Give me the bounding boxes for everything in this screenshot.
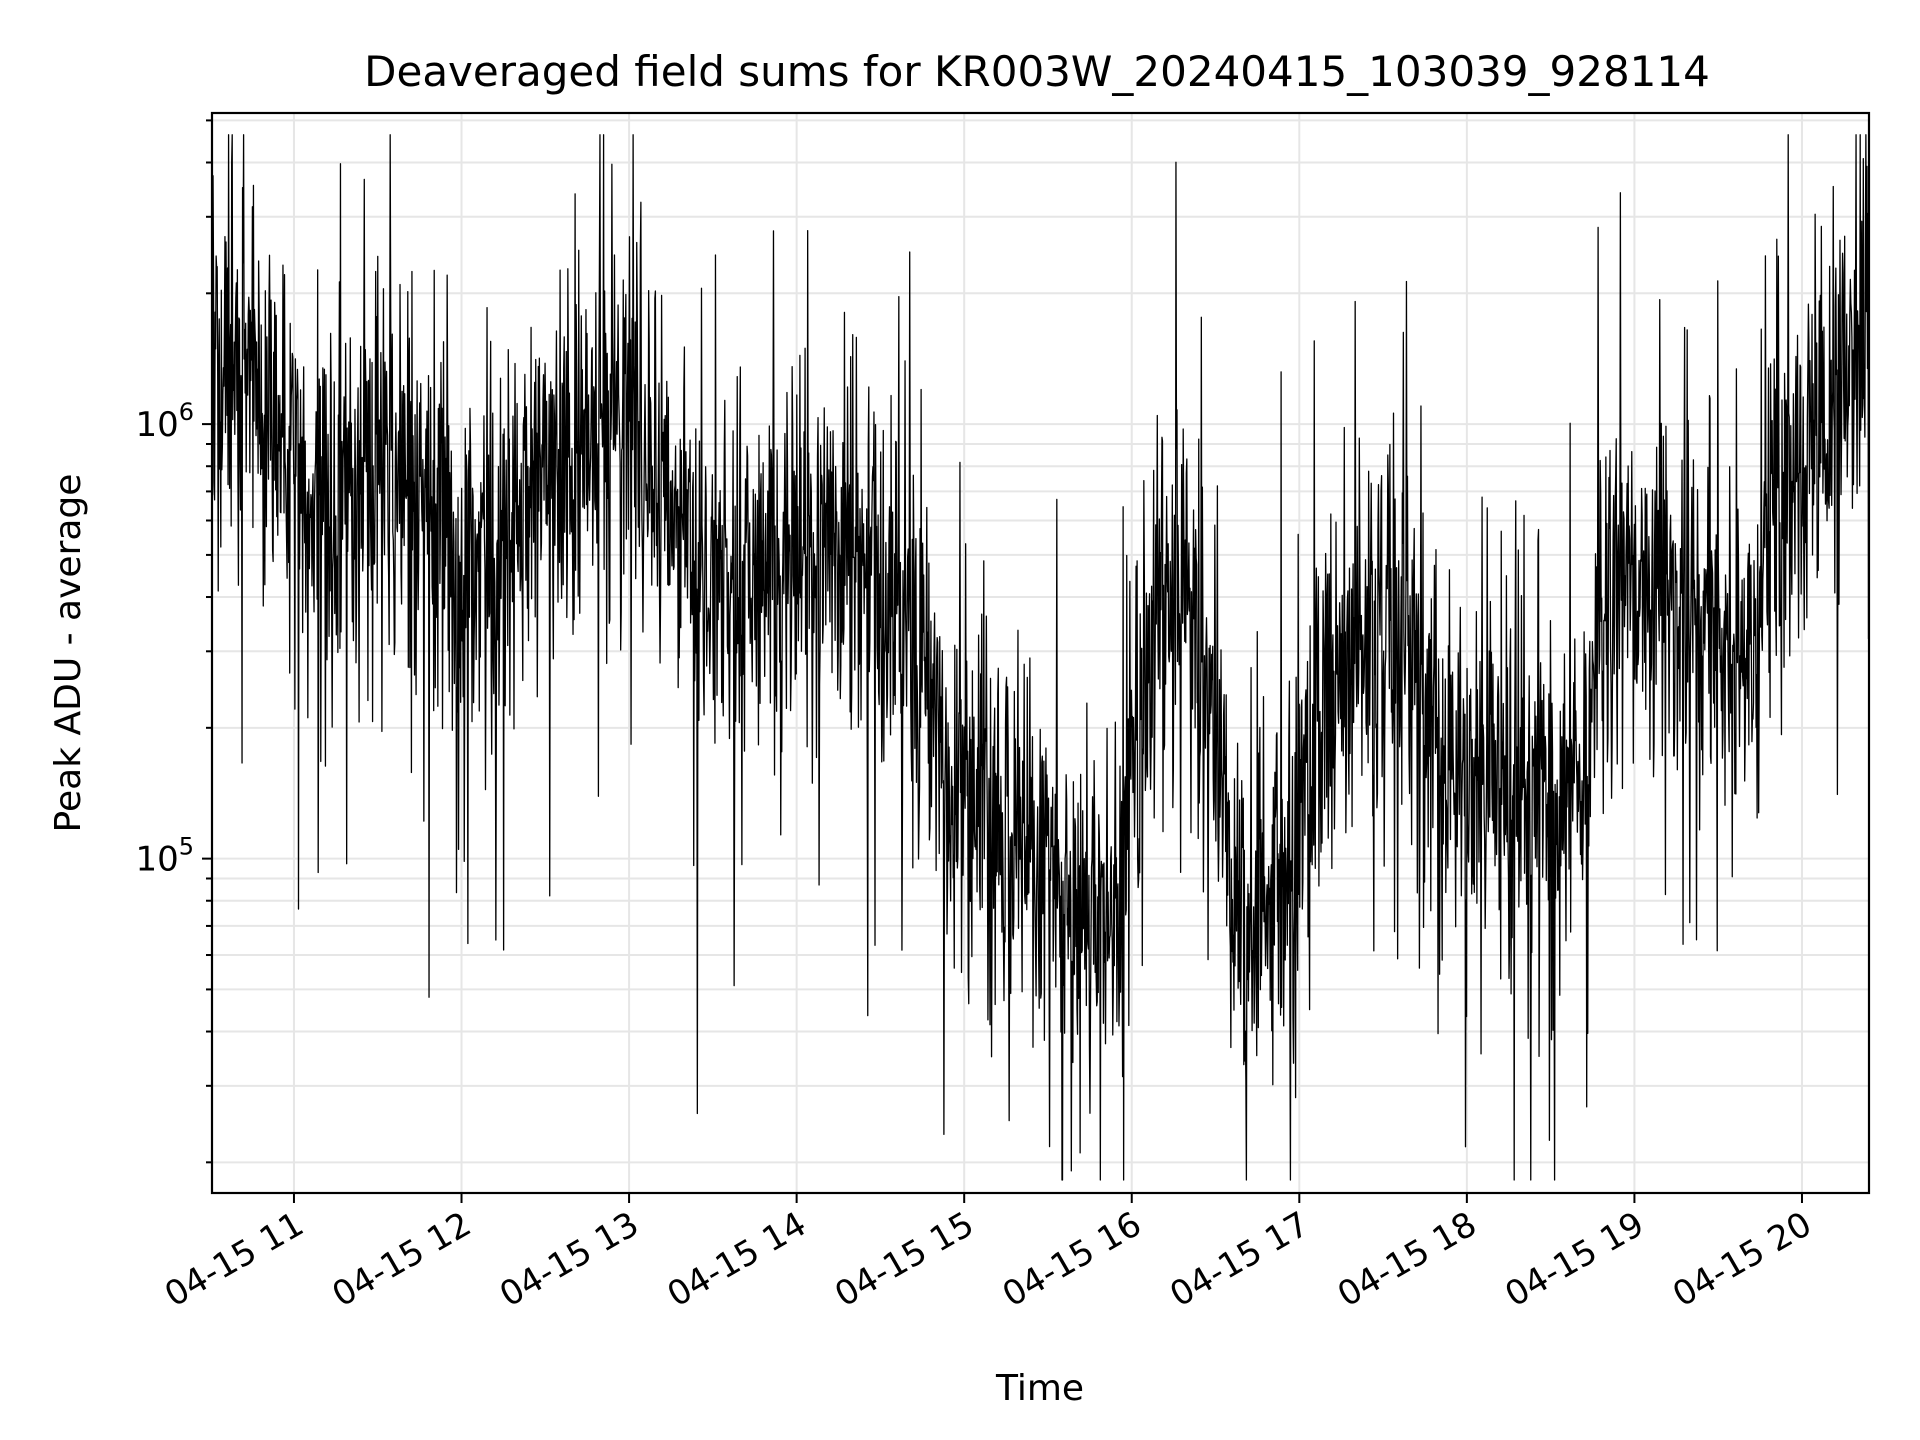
x-tick-label: 04-15 13 [493,1204,645,1315]
x-tick-label: 04-15 19 [1499,1204,1651,1315]
x-tick-label: 04-15 18 [1331,1204,1483,1315]
y-tick-label: 106 [135,398,194,445]
y-tick-label: 105 [135,833,194,880]
x-tick-label: 04-15 17 [1163,1204,1315,1315]
x-tick-label: 04-15 16 [996,1204,1148,1315]
x-axis-label: Time [995,1368,1084,1409]
chart-title: Deaveraged field sums for KR003W_2024041… [364,47,1710,96]
y-axis: 105 106 [135,119,212,1164]
x-tick-label: 04-15 11 [158,1204,310,1315]
x-tick-label: 04-15 15 [828,1204,980,1315]
x-tick-label: 04-15 14 [661,1204,813,1315]
y-axis-label: Peak ADU - average [48,474,89,833]
x-tick-label: 04-15 12 [326,1204,478,1315]
plot-frame [210,111,1871,1195]
series-line [211,134,1870,1181]
x-axis: 04-15 11 04-15 12 04-15 13 04-15 14 04-15 15… [158,1193,1818,1315]
x-tick-label: 04-15 20 [1666,1204,1818,1315]
